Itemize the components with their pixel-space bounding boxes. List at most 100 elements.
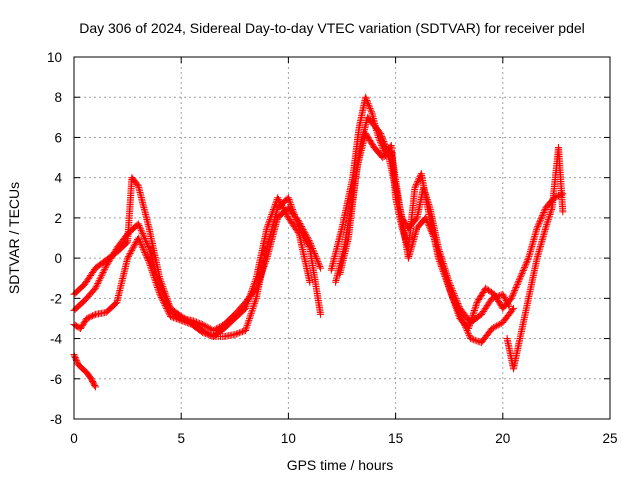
data-point	[453, 306, 461, 314]
data-point	[261, 259, 269, 267]
data-point	[468, 315, 476, 323]
data-point	[537, 215, 545, 223]
data-point	[90, 311, 98, 319]
data-point	[411, 184, 419, 192]
data-point	[137, 240, 145, 248]
series-track-7	[336, 129, 567, 332]
data-point	[104, 259, 112, 267]
data-point	[165, 309, 173, 317]
data-point	[131, 240, 139, 248]
data-point	[440, 267, 448, 275]
data-point	[519, 268, 527, 276]
data-point	[264, 221, 272, 229]
data-point	[442, 274, 450, 282]
data-point	[513, 280, 521, 288]
data-point	[470, 307, 478, 315]
data-point	[148, 268, 156, 276]
data-point	[160, 298, 168, 306]
data-point	[271, 200, 279, 208]
axis-ticks	[73, 56, 611, 420]
data-point	[444, 281, 452, 289]
data-point	[441, 271, 449, 279]
data-point	[306, 238, 314, 246]
data-point	[203, 323, 211, 331]
data-point	[186, 320, 194, 328]
data-point	[452, 303, 460, 311]
data-point	[138, 228, 146, 236]
data-point	[509, 291, 517, 299]
data-point	[95, 278, 103, 286]
data-points	[70, 93, 567, 391]
data-point	[143, 253, 151, 261]
data-point	[151, 275, 159, 283]
plot-frame	[73, 56, 611, 420]
data-point	[150, 272, 158, 280]
data-point	[142, 238, 150, 246]
data-point	[276, 198, 284, 206]
data-point	[197, 320, 205, 328]
data-point	[71, 352, 79, 360]
data-point	[518, 270, 526, 278]
data-point	[247, 311, 255, 319]
data-point	[245, 315, 253, 323]
data-point	[471, 303, 479, 311]
data-point	[543, 219, 551, 227]
data-point	[466, 320, 474, 328]
x-tick-label: 25	[602, 431, 617, 446]
data-point	[141, 248, 149, 256]
data-point	[246, 293, 254, 301]
data-point	[422, 192, 430, 200]
data-point	[157, 293, 165, 301]
data-point	[524, 256, 532, 264]
data-point	[124, 253, 132, 261]
data-point	[160, 300, 168, 308]
data-point	[91, 381, 99, 389]
data-point	[515, 277, 523, 285]
data-point	[266, 216, 274, 224]
data-point	[366, 104, 374, 112]
data-point	[156, 290, 164, 298]
data-point	[158, 295, 166, 303]
data-point	[97, 273, 105, 281]
data-point	[144, 242, 152, 250]
data-point	[310, 248, 318, 256]
data-point	[542, 222, 550, 230]
data-point	[363, 96, 371, 104]
data-point	[98, 270, 106, 278]
data-point	[99, 268, 107, 276]
y-tick-label: 10	[47, 50, 62, 65]
data-point	[84, 314, 92, 322]
data-point	[316, 263, 324, 271]
y-axis-label: SDTVAR / TECUs	[6, 182, 22, 294]
data-point	[412, 215, 420, 223]
data-point	[262, 256, 270, 264]
data-point	[211, 326, 219, 334]
data-point	[129, 243, 137, 251]
data-point	[248, 308, 256, 316]
data-point	[469, 311, 477, 319]
data-point	[170, 314, 178, 322]
data-point	[243, 321, 251, 329]
data-point	[275, 197, 283, 205]
data-point	[422, 190, 430, 198]
data-point	[197, 328, 205, 336]
data-point	[105, 258, 113, 266]
data-point	[377, 131, 385, 139]
data-point	[413, 179, 421, 187]
data-point	[110, 249, 118, 257]
data-point	[144, 255, 152, 263]
data-point	[279, 203, 287, 211]
data-point	[500, 292, 508, 300]
data-point	[536, 216, 544, 224]
data-point	[307, 240, 315, 248]
data-point	[425, 222, 433, 230]
data-point	[473, 300, 481, 308]
data-point	[382, 144, 390, 152]
data-point	[500, 293, 508, 301]
data-point	[449, 295, 457, 303]
data-point	[512, 284, 520, 292]
data-point	[471, 336, 479, 344]
data-point	[520, 265, 528, 273]
data-point	[243, 323, 251, 331]
data-point	[317, 310, 325, 318]
